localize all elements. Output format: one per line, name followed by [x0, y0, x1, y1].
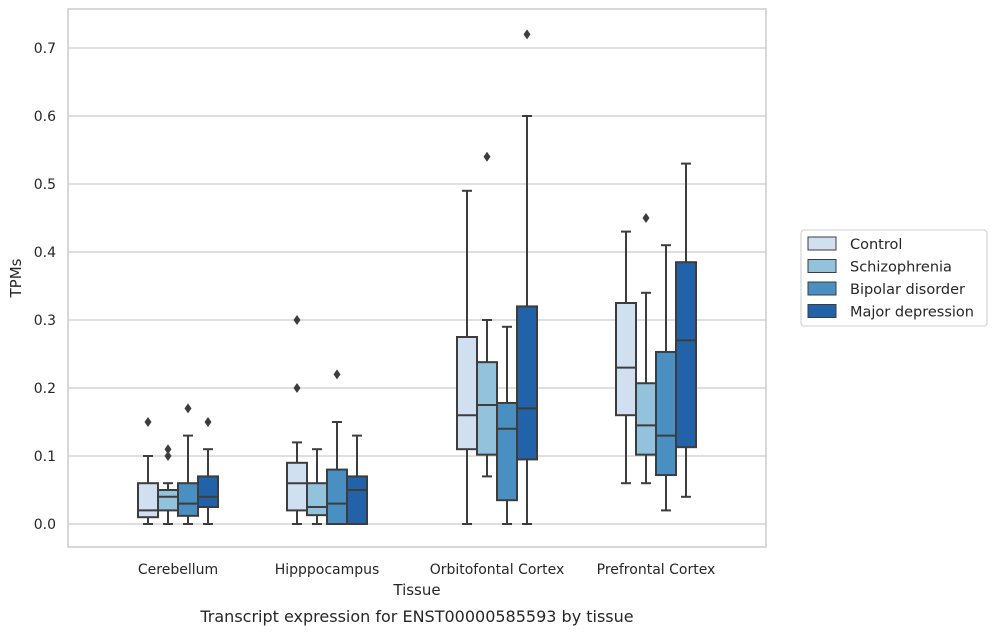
x-tick-label: Hipppocampus	[275, 562, 380, 578]
legend: Control Schizophrenia Bipolar disorder Majo…	[800, 229, 988, 327]
outlier-point	[293, 315, 301, 325]
outlier-point	[333, 369, 341, 380]
outlier-point	[164, 451, 172, 461]
outlier-point	[164, 444, 172, 455]
y-tick-label: 0.1	[34, 449, 56, 465]
box-bipolar-disorder-3	[655, 244, 677, 512]
x-axis-label: Tissue	[392, 581, 440, 599]
box-iqr	[306, 482, 328, 517]
legend-swatch	[807, 281, 837, 296]
legend-swatch	[807, 259, 837, 273]
box-iqr	[635, 382, 657, 456]
outlier-point	[184, 403, 192, 414]
box-iqr	[456, 336, 478, 451]
x-tick-label: Prefrontal Cortex	[597, 562, 716, 578]
x-tick-label: Orbitofontal Cortex	[430, 562, 565, 578]
box-iqr	[655, 350, 677, 477]
y-tick-labels: 0.0 0.1 0.2 0.3 0.4 0.5 0.6 0.7	[34, 41, 56, 533]
legend-label: Control	[850, 237, 902, 253]
box-schizophrenia-1	[306, 448, 328, 525]
legend-frame	[800, 229, 988, 327]
box-bipolar-disorder-2	[496, 325, 518, 525]
box-iqr	[516, 305, 538, 461]
box-control-3	[615, 230, 637, 485]
box-control-2	[456, 189, 478, 525]
y-axis-label: TPMs	[7, 258, 25, 298]
box-iqr	[326, 468, 348, 526]
box-iqr	[157, 489, 179, 512]
box-iqr	[675, 261, 697, 449]
legend-label: Schizophrenia	[850, 260, 952, 276]
y-tick-label: 0.2	[34, 381, 56, 397]
box-major-depression-0	[197, 417, 219, 525]
legend-swatch	[807, 236, 837, 251]
x-tick-label: Cerebellum	[138, 562, 218, 578]
box-iqr	[197, 475, 219, 508]
box-bipolar-disorder-0	[177, 403, 199, 525]
box-bipolar-disorder-1	[326, 369, 348, 526]
box-iqr	[137, 482, 159, 519]
box-iqr	[177, 482, 199, 517]
gridlines	[68, 47, 766, 525]
y-tick-label: 0.5	[34, 177, 56, 193]
box-major-depression-3	[675, 162, 697, 498]
box-control-0	[137, 417, 159, 525]
legend-items: Control Schizophrenia Bipolar disorder Majo…	[807, 236, 974, 321]
box-iqr	[346, 475, 368, 525]
plot-frame	[67, 8, 767, 548]
box-iqr	[615, 302, 637, 417]
box-iqr	[476, 361, 498, 456]
outlier-point	[523, 29, 531, 40]
y-tick-label: 0.7	[34, 41, 56, 57]
y-tick-label: 0.4	[34, 245, 56, 261]
outlier-point	[483, 151, 491, 162]
box-control-1	[286, 315, 308, 525]
box-schizophrenia-3	[635, 213, 657, 485]
boxes	[137, 29, 697, 526]
legend-swatch	[807, 304, 837, 318]
outlier-point	[642, 213, 650, 223]
legend-label: Major depression	[850, 305, 974, 321]
box-iqr	[286, 461, 308, 512]
box-schizophrenia-0	[157, 444, 179, 525]
box-major-depression-2	[516, 29, 538, 525]
legend-label: Bipolar disorder	[850, 282, 965, 298]
x-tick-labels: Cerebellum Hipppocampus Orbitofontal Corte…	[138, 562, 715, 578]
box-schizophrenia-2	[476, 151, 498, 478]
chart-caption: Transcript expression for ENST0000058559…	[199, 607, 633, 626]
box-iqr	[496, 401, 518, 502]
outlier-point	[293, 383, 301, 393]
outlier-point	[204, 417, 212, 427]
y-tick-label: 0.3	[34, 313, 56, 329]
y-tick-label: 0.0	[34, 517, 56, 533]
outlier-point	[144, 417, 152, 427]
y-tick-label: 0.6	[34, 109, 56, 125]
box-major-depression-1	[346, 434, 368, 525]
